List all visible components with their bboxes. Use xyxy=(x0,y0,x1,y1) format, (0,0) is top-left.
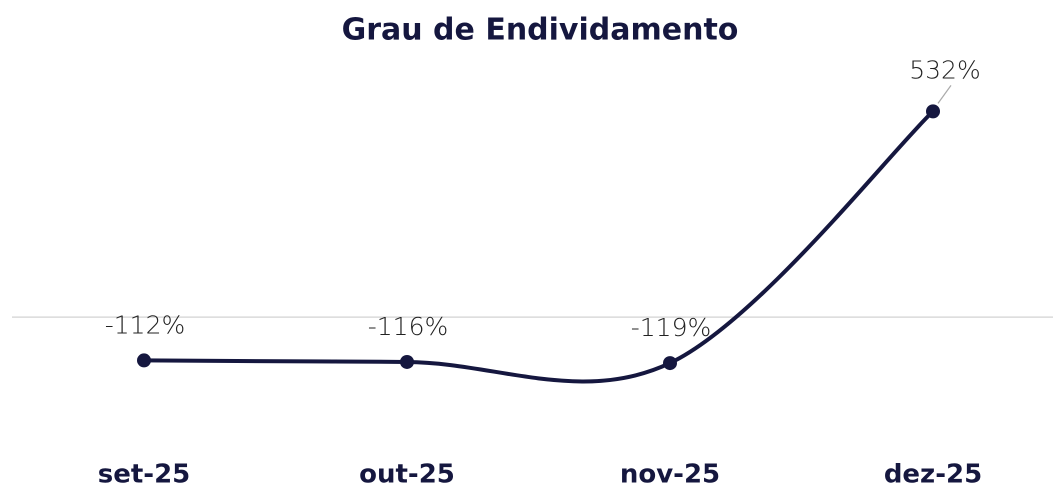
data-label: -116% xyxy=(368,312,449,341)
chart-title: Grau de Endividamento xyxy=(342,13,739,48)
x-tick-label: out-25 xyxy=(359,460,455,489)
x-tick-label: nov-25 xyxy=(620,460,720,489)
point xyxy=(137,353,151,368)
leader-line xyxy=(937,85,952,104)
point xyxy=(400,354,414,369)
data-label: -112% xyxy=(105,310,186,339)
x-tick-label: set-25 xyxy=(98,460,191,489)
point xyxy=(926,104,940,119)
data-label: -119% xyxy=(631,313,712,342)
line xyxy=(143,109,935,384)
point xyxy=(663,356,677,371)
data-label: 532% xyxy=(909,55,980,84)
x-tick-label: dez-25 xyxy=(884,460,982,489)
